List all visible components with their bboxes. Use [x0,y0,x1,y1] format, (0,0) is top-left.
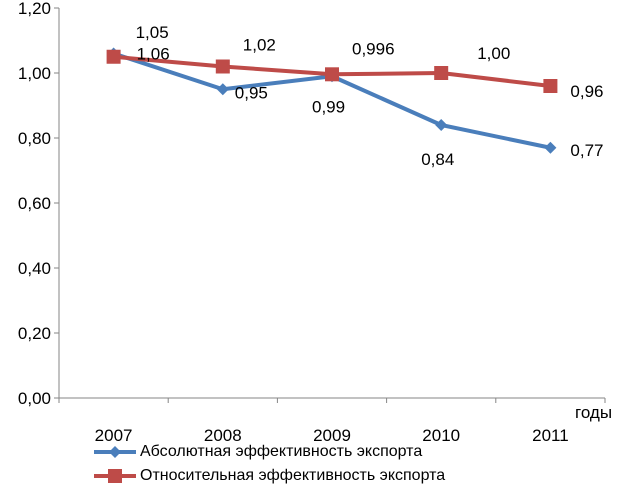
data-point-diamond [544,141,557,154]
legend-label-absolute: Абсолютная эффективность экспорта [140,443,423,460]
data-label: 1,02 [243,36,276,55]
legend-swatch-absolute [94,446,136,458]
data-point-square [215,59,230,74]
data-label: 1,05 [136,23,169,42]
legend-swatch-relative [94,469,136,483]
data-label: 0,99 [312,97,345,116]
data-point-square [106,49,121,64]
data-label: 0,84 [421,150,454,169]
data-point-diamond [435,119,448,131]
data-point-square [543,79,558,93]
data-label: 0,77 [570,141,603,160]
y-tick-label: 0,60 [18,194,51,213]
y-tick-label: 0,40 [18,259,51,278]
data-point-diamond [216,83,229,96]
y-tick-label: 0,20 [18,324,51,343]
y-tick-label: 0,80 [18,129,51,148]
x-tick-label: 2011 [532,426,569,445]
legend-label-relative: Относительная эффективность экспорта [140,467,446,484]
x-axis-title: годы [575,403,612,422]
data-label: 0,996 [352,39,395,58]
data-label: 0,95 [235,83,268,102]
y-tick-label: 1,20 [18,0,51,18]
x-tick-label: 2009 [313,426,351,445]
data-point-square [325,67,339,82]
data-point-square [434,66,449,80]
legend-item-absolute: Абсолютная эффективность экспорта [92,440,445,464]
data-label: 1,00 [477,44,510,63]
x-tick-label: 2007 [95,426,133,445]
legend: Абсолютная эффективность экспорта Относи… [92,440,445,488]
data-label: 1,06 [137,45,170,64]
legend-item-relative: Относительная эффективность экспорта [92,464,445,488]
data-label: 0,96 [570,82,603,101]
y-tick-label: 1,00 [18,64,51,83]
x-tick-label: 2010 [422,426,460,445]
y-tick-label: 0,00 [18,389,51,408]
x-tick-label: 2008 [204,426,242,445]
